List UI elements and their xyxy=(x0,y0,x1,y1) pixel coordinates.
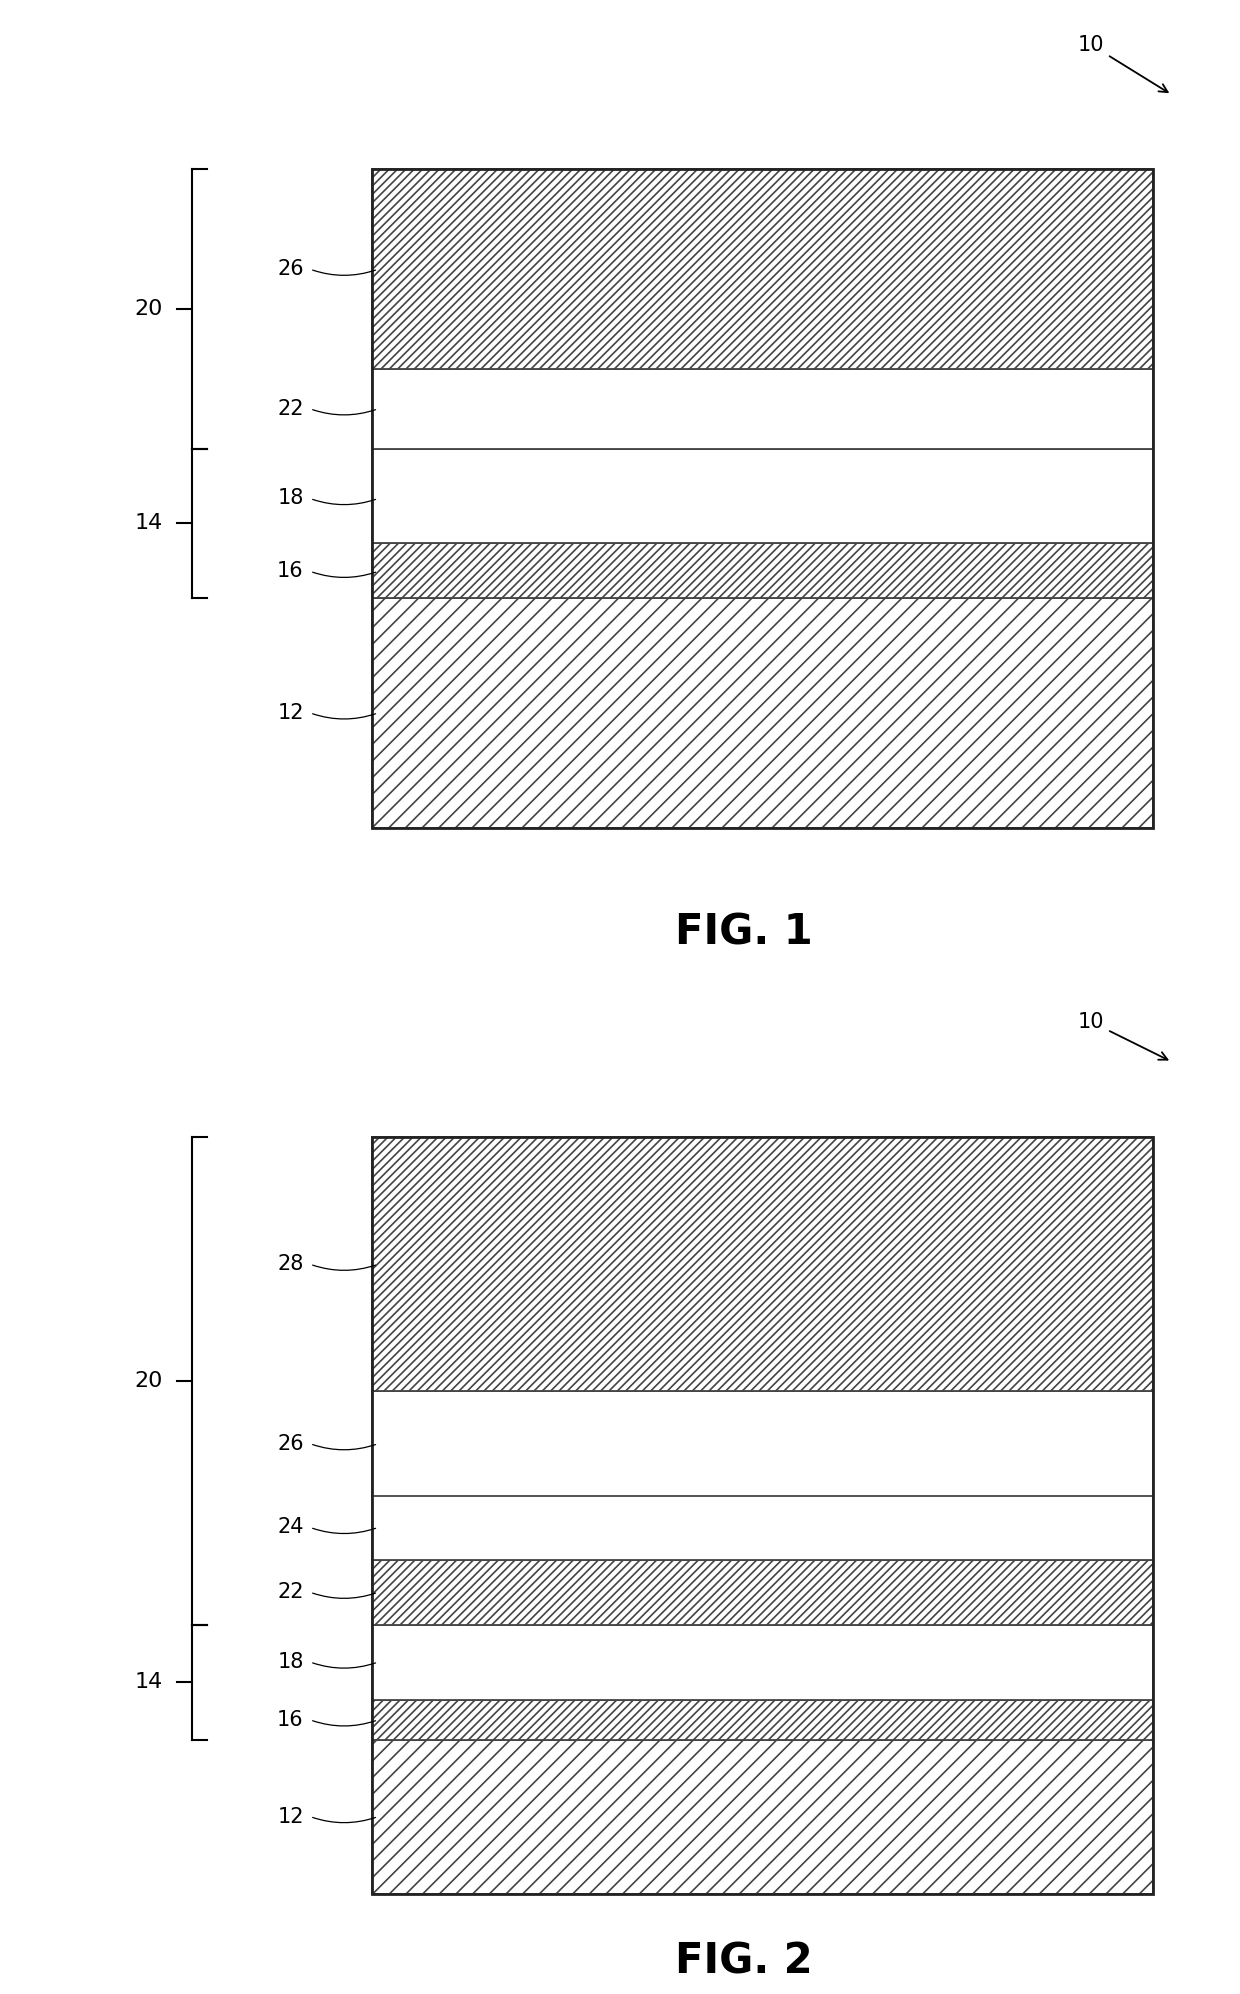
Text: 10: 10 xyxy=(1078,34,1168,92)
Text: 26: 26 xyxy=(278,259,304,279)
Text: 20: 20 xyxy=(134,1370,162,1392)
Bar xyxy=(372,1699,1153,1739)
Bar xyxy=(372,598,1153,828)
Text: 22: 22 xyxy=(278,1581,304,1603)
Text: 22: 22 xyxy=(278,399,304,419)
Bar xyxy=(372,369,1153,449)
Text: 14: 14 xyxy=(134,512,162,534)
Text: 12: 12 xyxy=(278,702,304,724)
Text: 28: 28 xyxy=(278,1254,304,1274)
Bar xyxy=(372,169,1153,828)
Text: 26: 26 xyxy=(278,1434,304,1454)
Bar xyxy=(372,449,1153,544)
Text: 20: 20 xyxy=(134,299,162,319)
Text: 10: 10 xyxy=(1078,1011,1168,1059)
Bar xyxy=(372,1137,1153,1392)
Bar xyxy=(372,1739,1153,1894)
Text: 16: 16 xyxy=(278,1709,304,1731)
Bar xyxy=(372,1137,1153,1894)
Text: FIG. 1: FIG. 1 xyxy=(675,911,813,953)
Bar xyxy=(372,1496,1153,1559)
Text: 18: 18 xyxy=(278,489,304,508)
Bar xyxy=(372,1559,1153,1625)
Text: 24: 24 xyxy=(278,1517,304,1537)
Bar xyxy=(372,1625,1153,1699)
Text: 14: 14 xyxy=(134,1673,162,1693)
Text: 12: 12 xyxy=(278,1807,304,1827)
Text: FIG. 2: FIG. 2 xyxy=(676,1940,812,1982)
Text: 18: 18 xyxy=(278,1651,304,1673)
Bar xyxy=(372,169,1153,369)
Text: 16: 16 xyxy=(278,560,304,582)
Bar xyxy=(372,1392,1153,1496)
Bar xyxy=(372,544,1153,598)
